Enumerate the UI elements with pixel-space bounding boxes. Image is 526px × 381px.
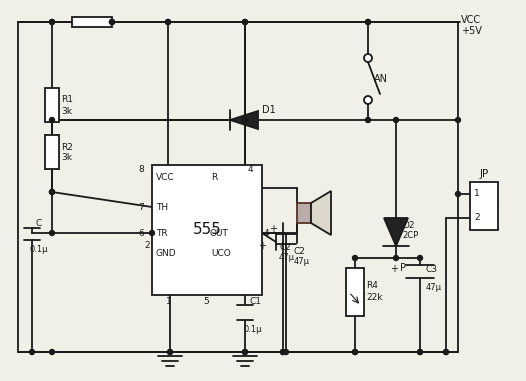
Circle shape bbox=[443, 349, 449, 354]
Text: 2CP: 2CP bbox=[402, 232, 418, 240]
Circle shape bbox=[393, 256, 399, 261]
Text: 555: 555 bbox=[193, 223, 221, 237]
Circle shape bbox=[352, 349, 358, 354]
Circle shape bbox=[49, 117, 55, 123]
Text: R4: R4 bbox=[366, 282, 378, 290]
Circle shape bbox=[418, 256, 422, 261]
Circle shape bbox=[418, 349, 422, 354]
Polygon shape bbox=[230, 111, 258, 129]
Text: +: + bbox=[258, 241, 266, 251]
Circle shape bbox=[364, 54, 372, 62]
Text: R2: R2 bbox=[61, 142, 73, 152]
Circle shape bbox=[29, 349, 35, 354]
Text: R1: R1 bbox=[61, 96, 73, 104]
Circle shape bbox=[443, 349, 449, 354]
Bar bbox=[152, 165, 262, 295]
Text: 5: 5 bbox=[203, 296, 209, 306]
Circle shape bbox=[352, 349, 358, 354]
Text: +: + bbox=[269, 224, 277, 234]
Circle shape bbox=[242, 349, 248, 354]
Polygon shape bbox=[384, 218, 408, 246]
Text: C1: C1 bbox=[249, 296, 261, 306]
Circle shape bbox=[149, 231, 155, 235]
Circle shape bbox=[242, 19, 248, 24]
Text: AN: AN bbox=[374, 74, 388, 84]
Text: JP: JP bbox=[479, 169, 489, 179]
Circle shape bbox=[393, 117, 399, 123]
Circle shape bbox=[366, 117, 370, 123]
Text: D1: D1 bbox=[262, 105, 276, 115]
Circle shape bbox=[456, 117, 460, 123]
Circle shape bbox=[49, 349, 55, 354]
Text: 2: 2 bbox=[144, 240, 149, 250]
Text: VCC: VCC bbox=[156, 173, 175, 181]
Text: C: C bbox=[36, 218, 42, 227]
Circle shape bbox=[364, 96, 372, 104]
Text: R: R bbox=[211, 173, 217, 181]
Text: C2: C2 bbox=[279, 242, 291, 251]
Circle shape bbox=[284, 349, 288, 354]
Text: GND: GND bbox=[156, 248, 177, 258]
Circle shape bbox=[242, 349, 248, 354]
Text: VCC: VCC bbox=[461, 15, 481, 25]
Text: 0.1μ: 0.1μ bbox=[243, 325, 261, 335]
Text: TR: TR bbox=[156, 229, 168, 237]
Circle shape bbox=[280, 349, 286, 354]
Bar bbox=[346, 268, 364, 316]
Circle shape bbox=[418, 349, 422, 354]
Text: +5V: +5V bbox=[461, 26, 482, 36]
Circle shape bbox=[49, 189, 55, 194]
Text: 22k: 22k bbox=[366, 293, 382, 303]
Text: 3k: 3k bbox=[61, 107, 72, 115]
Polygon shape bbox=[311, 191, 331, 235]
Circle shape bbox=[280, 349, 286, 354]
Bar bbox=[45, 88, 59, 122]
Text: 6: 6 bbox=[138, 229, 144, 237]
Circle shape bbox=[49, 19, 55, 24]
Text: UCO: UCO bbox=[211, 248, 231, 258]
Bar bbox=[72, 17, 112, 27]
Text: C3: C3 bbox=[426, 264, 438, 274]
Circle shape bbox=[109, 19, 115, 24]
Text: 8: 8 bbox=[138, 165, 144, 174]
Text: 2: 2 bbox=[474, 213, 480, 223]
Circle shape bbox=[456, 192, 460, 197]
Text: C2: C2 bbox=[294, 248, 306, 256]
Circle shape bbox=[167, 349, 173, 354]
Bar bbox=[297, 203, 311, 223]
Text: 4: 4 bbox=[248, 165, 254, 174]
Text: +: + bbox=[390, 264, 398, 274]
Circle shape bbox=[166, 19, 170, 24]
Text: 7: 7 bbox=[138, 202, 144, 211]
Text: 1: 1 bbox=[474, 189, 480, 199]
Text: D2: D2 bbox=[402, 221, 414, 231]
Text: OUT: OUT bbox=[209, 229, 228, 237]
Circle shape bbox=[49, 231, 55, 235]
Circle shape bbox=[352, 256, 358, 261]
Text: 4: 4 bbox=[264, 229, 270, 237]
Circle shape bbox=[242, 117, 248, 123]
Circle shape bbox=[166, 19, 170, 24]
Text: P: P bbox=[400, 263, 406, 273]
Bar bbox=[45, 135, 59, 169]
Text: 47μ: 47μ bbox=[426, 283, 442, 293]
Circle shape bbox=[366, 19, 370, 24]
Text: 0.1μ: 0.1μ bbox=[30, 245, 48, 255]
Text: TH: TH bbox=[156, 202, 168, 211]
Circle shape bbox=[49, 19, 55, 24]
Circle shape bbox=[366, 19, 370, 24]
Text: 3k: 3k bbox=[61, 154, 72, 163]
Circle shape bbox=[167, 349, 173, 354]
Text: 47μ: 47μ bbox=[294, 258, 310, 266]
Bar bbox=[470, 182, 498, 230]
Circle shape bbox=[109, 19, 115, 24]
Text: 47μ: 47μ bbox=[279, 253, 295, 261]
Circle shape bbox=[49, 189, 55, 194]
Text: 1: 1 bbox=[166, 296, 172, 306]
Circle shape bbox=[242, 19, 248, 24]
